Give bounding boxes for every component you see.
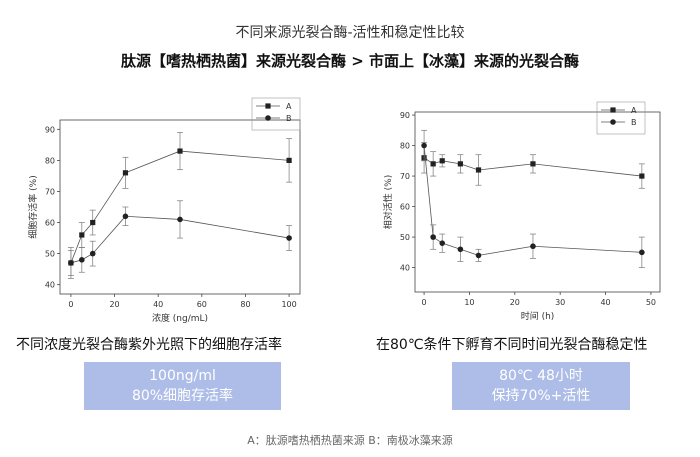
legend-marker: [610, 119, 616, 125]
legend-marker: [610, 107, 616, 113]
y-axis-label: 细胞存活率 (%): [27, 175, 39, 238]
y-tick-label: 80: [400, 142, 410, 151]
y-tick-label: 70: [45, 187, 55, 196]
legend-label: A: [631, 106, 637, 115]
page-title: 不同来源光裂合酶-活性和稳定性比较: [235, 25, 465, 41]
plot-frame: [414, 111, 661, 293]
x-tick-label: 100: [281, 300, 296, 309]
legend-marker: [265, 103, 271, 109]
data-point-a: [79, 232, 85, 238]
legend-box: [251, 97, 301, 131]
data-point-b: [68, 260, 74, 266]
y-tick-label: 70: [400, 172, 410, 181]
legend-label: B: [286, 114, 292, 123]
x-tick-label: 0: [68, 300, 73, 309]
data-point-a: [639, 173, 645, 179]
legend-marker: [265, 115, 271, 121]
data-point-b: [122, 213, 129, 220]
series-line-a: [70, 150, 290, 264]
chart-thermal-stability: 0 10 20 30 40 50 40 50 60 70 80 90 时间 (h) 相对活性 (%) AB: [382, 101, 661, 322]
legend-box: [596, 101, 646, 135]
data-point-b: [286, 235, 292, 241]
data-point-b: [457, 246, 464, 253]
y-tick-label: 40: [400, 264, 410, 273]
highlight-left-line2: 80%细胞存活率: [131, 388, 234, 404]
data-point-b: [475, 252, 482, 259]
y-axis-label: 相对活性 (%): [382, 175, 394, 229]
x-tick-label: 20: [109, 300, 119, 309]
x-tick-label: 60: [197, 300, 207, 309]
data-point-b: [639, 249, 645, 256]
data-point-a: [457, 161, 463, 167]
x-tick-label: 20: [510, 298, 520, 307]
y-tick-label: 90: [400, 111, 410, 120]
highlight-right-line1: 80℃ 48小时: [499, 368, 583, 384]
x-tick-label: 50: [646, 298, 656, 307]
chart-cell-viability: 0 20 40 60 80 100 40 50 60 70 80 90 浓度 (ng/mL) 细胞存活率 …: [27, 97, 301, 324]
data-point-a: [90, 219, 96, 226]
data-point-b: [430, 234, 436, 240]
highlight-left-line1: 100ng/ml: [149, 368, 216, 384]
x-tick-label: 30: [555, 298, 565, 307]
x-axis-label: 浓度 (ng/mL): [152, 312, 208, 324]
data-point-a: [475, 167, 482, 173]
highlight-right-line2: 保持70%+活性: [491, 388, 591, 404]
data-point-a: [530, 161, 536, 167]
page-subtitle: 肽源【嗜热栖热菌】来源光裂合酶 > 市面上【冰藻】来源的光裂合酶: [120, 52, 580, 70]
legend-label: A: [286, 102, 292, 111]
data-point-b: [530, 243, 536, 250]
data-point-b: [79, 257, 85, 263]
x-tick-label: 0: [422, 298, 427, 307]
highlight-box-right: 80℃ 48小时 保持70%+活性: [452, 362, 630, 410]
y-tick-label: 60: [400, 203, 410, 212]
footnote: A：肽源嗜热栖热菌来源 B：南极冰藻来源: [247, 434, 453, 447]
y-tick-label: 90: [45, 125, 55, 134]
y-tick-label: 80: [45, 156, 55, 165]
plot-frame: [59, 119, 301, 295]
data-point-a: [177, 148, 183, 154]
data-point-a: [286, 157, 292, 163]
data-point-a: [122, 170, 129, 176]
x-axis-label: 时间 (h): [521, 310, 555, 322]
highlight-box-left: 100ng/ml 80%细胞存活率: [84, 362, 281, 410]
data-point-a: [439, 158, 445, 164]
data-point-b: [421, 142, 427, 149]
data-point-a: [430, 161, 436, 167]
y-tick-label: 60: [45, 219, 55, 228]
y-tick-label: 50: [45, 250, 55, 259]
x-tick-label: 40: [153, 300, 163, 309]
caption-right: 在80℃条件下孵育不同时间光裂合酶稳定性: [376, 337, 648, 353]
x-tick-label: 40: [600, 298, 610, 307]
data-point-b: [177, 216, 183, 223]
x-tick-label: 10: [464, 298, 474, 307]
data-point-b: [439, 240, 446, 246]
y-tick-label: 40: [45, 281, 55, 290]
caption-left: 不同浓度光裂合酶紫外光照下的细胞存活率: [16, 337, 282, 353]
data-point-b: [89, 250, 96, 257]
x-tick-label: 80: [240, 300, 250, 309]
legend-label: B: [631, 118, 637, 127]
y-tick-label: 50: [400, 233, 410, 242]
